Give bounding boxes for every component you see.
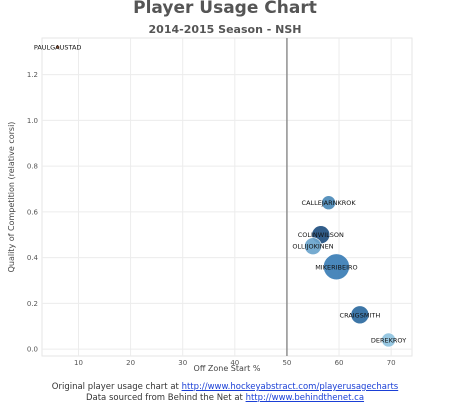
data-points [55, 44, 396, 348]
point-label: MIKERIBEIRO [315, 263, 357, 271]
footer-text: Original player usage chart at [51, 382, 182, 392]
point-label: CRAIGSMITH [340, 311, 381, 319]
x-tick-label: 30 [178, 359, 187, 367]
chart-subtitle: 2014-2015 Season - NSH [148, 23, 302, 36]
y-axis-label: Quality of Competition (relative corsi) [7, 122, 16, 273]
footer-line-data: Data sourced from Behind the Net at http… [0, 393, 450, 403]
footer-line-source: Original player usage chart at http://ww… [0, 382, 450, 392]
x-tick-label: 10 [74, 359, 83, 367]
data-point [321, 195, 336, 211]
x-tick-label: 60 [335, 359, 344, 367]
point-label: CALLEJARNKROK [302, 199, 357, 207]
footer-text: Data sourced from Behind the Net at [85, 393, 246, 403]
point-labels: PAULGAUSTAD CALLEJARNKROK COLINWILSON OLLIJ… [34, 44, 406, 345]
data-point [304, 237, 322, 255]
y-tick-label: 0.0 [27, 346, 38, 354]
y-axis-ticks: 0.0 0.2 0.4 0.6 0.8 1.0 1.2 [27, 71, 39, 354]
hockeyabstract-link[interactable]: http://www.hockeyabstract.com/playerusag… [181, 382, 399, 392]
data-point [323, 253, 350, 281]
x-axis-ticks: 10 20 30 40 50 60 70 [74, 359, 396, 367]
point-label: OLLIJOKINEN [292, 243, 333, 251]
chart-title: Player Usage Chart [133, 0, 317, 18]
x-tick-label: 20 [126, 359, 135, 367]
point-label: PAULGAUSTAD [34, 44, 82, 52]
y-tick-label: 1.2 [27, 71, 38, 79]
y-tick-label: 0.6 [27, 208, 39, 216]
data-point [55, 44, 60, 50]
point-label: DEREKROY [371, 336, 406, 344]
y-tick-label: 0.2 [27, 300, 38, 308]
x-axis-label: Off Zone Start % [194, 364, 261, 373]
data-point [381, 332, 396, 348]
x-tick-label: 70 [387, 359, 396, 367]
x-tick-label: 40 [230, 359, 239, 367]
y-tick-label: 1.0 [27, 117, 38, 125]
behindthenet-link[interactable]: http://www.behindthenet.ca [245, 393, 365, 403]
y-tick-label: 0.4 [27, 254, 39, 262]
point-label: COLINWILSON [298, 231, 344, 239]
x-tick-label: 50 [282, 359, 291, 367]
y-tick-label: 0.8 [27, 163, 38, 171]
data-point [350, 305, 370, 325]
